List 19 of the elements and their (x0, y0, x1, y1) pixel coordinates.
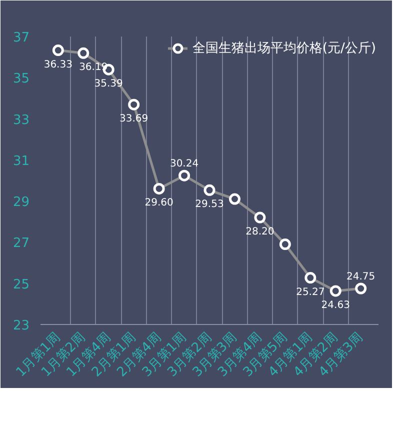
data-label: 35.39 (94, 78, 123, 90)
y-tick-label: 27 (12, 236, 30, 252)
data-label: 24.63 (321, 300, 350, 311)
data-label: 30.24 (170, 158, 199, 170)
y-tick-label: 25 (12, 277, 30, 292)
y-tick-label: 31 (12, 154, 30, 169)
data-label: 25.27 (296, 286, 325, 298)
y-tick-label: 37 (12, 30, 30, 46)
y-tick-label: 33 (12, 112, 30, 128)
data-label: 24.75 (346, 272, 376, 282)
legend-label: 全国生猪出场平均价格(元/公斤) (192, 40, 376, 57)
y-tick-label: 23 (12, 318, 30, 334)
y-tick-label: 35 (12, 72, 30, 87)
data-label: 33.69 (120, 114, 148, 125)
data-label: 29.53 (195, 199, 224, 210)
y-tick-label: 29 (12, 195, 30, 210)
data-label: 29.60 (144, 198, 174, 209)
data-label: 36.33 (44, 59, 72, 70)
data-label: 28.20 (246, 226, 274, 238)
